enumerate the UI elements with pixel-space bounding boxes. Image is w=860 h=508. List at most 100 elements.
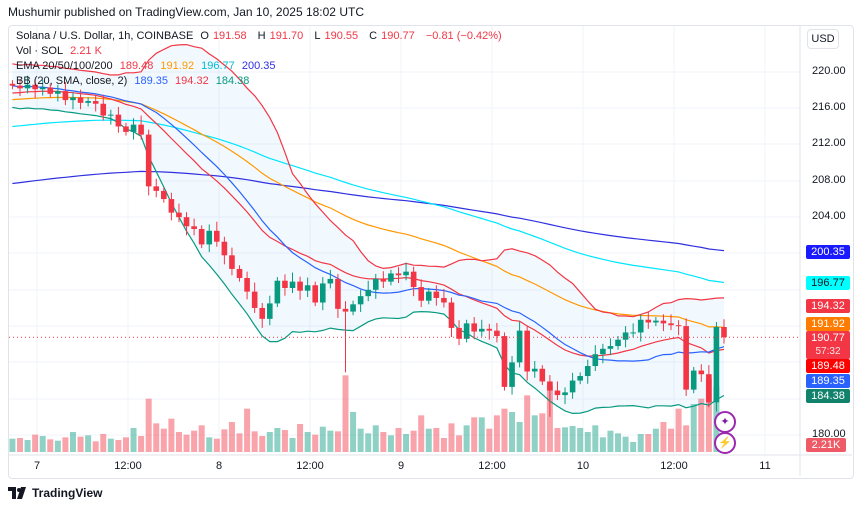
last-price-badge: 190.77 57:32 [806, 331, 850, 359]
candle-body [721, 327, 727, 338]
volume-bar [668, 428, 675, 452]
ema200-line [12, 170, 725, 252]
volume-bar [213, 438, 220, 452]
candle [123, 122, 129, 136]
candle-body [509, 362, 515, 387]
candle [312, 281, 319, 307]
candle [388, 269, 394, 286]
volume-bar [592, 425, 599, 452]
candle [350, 300, 356, 316]
volume-bar [683, 425, 690, 452]
lightning-button[interactable]: ⚡ [714, 432, 736, 454]
candle-body [274, 280, 281, 304]
ai-sparkle-button[interactable]: ✦ [714, 411, 736, 433]
candle [637, 314, 644, 342]
volume-bar [584, 432, 591, 452]
candle [584, 359, 591, 384]
candle-body [24, 84, 31, 89]
candle-body [327, 278, 334, 284]
candle-body [403, 271, 409, 276]
candle [244, 271, 250, 300]
candle [494, 322, 500, 343]
bar-countdown: 57:32 [815, 346, 841, 357]
candle [698, 364, 705, 382]
candle [433, 285, 440, 306]
candle [660, 314, 667, 332]
candle-body [668, 323, 674, 326]
ema-legend[interactable]: EMA 20/50/100/200 189.48 191.92 196.77 2… [16, 60, 280, 72]
ema200-badge: 200.35 [806, 245, 850, 259]
bb-legend[interactable]: BB (20, SMA, close, 2) 189.35 194.32 184… [16, 75, 253, 87]
candle-body [683, 326, 689, 390]
volume-bar [387, 435, 394, 452]
time-tick: 11 [759, 460, 771, 472]
volume-bar [569, 426, 576, 452]
candle [554, 381, 561, 401]
candle-body [622, 332, 629, 340]
volume-bar [32, 434, 39, 452]
candle [577, 372, 583, 385]
symbol-title[interactable]: Solana / U.S. Dollar, 1h, COINBASE [16, 30, 194, 42]
candle-body [478, 328, 485, 332]
ema100-badge: 196.77 [806, 276, 850, 290]
candle-body [62, 91, 69, 101]
volume-bar [281, 430, 288, 452]
candle-body [433, 291, 440, 298]
volume-bar [403, 434, 410, 452]
volume-bar [599, 437, 606, 452]
candle [653, 317, 659, 327]
candle [539, 365, 546, 386]
candle-body [236, 268, 243, 279]
volume-bar [221, 429, 228, 452]
currency-button[interactable]: USD [807, 29, 839, 49]
ema50-value: 191.92 [160, 60, 195, 72]
price-tick: 212.00 [812, 137, 846, 149]
volume-bar [365, 433, 372, 452]
volume-bar [62, 437, 69, 452]
volume-bar [675, 408, 682, 452]
volume-bar [440, 438, 447, 452]
candle-body [539, 368, 546, 382]
ema100-value: 196.77 [201, 60, 235, 72]
bb-upper-value: 194.32 [175, 75, 209, 87]
candle [206, 224, 213, 253]
candle-body [713, 327, 720, 403]
candle-body [244, 278, 250, 292]
candle-body [108, 114, 114, 116]
candle-body [547, 381, 553, 391]
volume-bar [153, 423, 160, 452]
price-tick: 208.00 [812, 174, 846, 186]
candle [456, 320, 462, 346]
tradingview-logo[interactable]: TradingView [8, 486, 102, 500]
candle-body [115, 114, 122, 127]
candle [138, 115, 144, 140]
tradingview-logo-icon [8, 487, 26, 499]
candle [713, 322, 720, 412]
candle [236, 265, 243, 282]
candle-body [675, 325, 682, 327]
bb-basis-badge: 189.35 [806, 374, 850, 388]
time-tick: 12:00 [478, 460, 506, 472]
candle [77, 89, 84, 110]
candle-body [388, 273, 394, 282]
candle-body [183, 217, 190, 227]
candle-body [70, 97, 76, 101]
brand-name: TradingView [32, 486, 103, 500]
candle [145, 129, 152, 196]
candle-body [501, 336, 508, 387]
volume-legend[interactable]: Vol · SOL 2.21 K [16, 45, 106, 57]
candle [183, 212, 190, 236]
candle [319, 277, 326, 311]
volume-bar [115, 440, 122, 452]
candle-body [145, 134, 152, 187]
candle-body [77, 97, 84, 103]
ema20-line [12, 90, 725, 357]
candle-body [494, 330, 500, 337]
candle-body [690, 370, 697, 390]
candle-body [471, 323, 477, 332]
volume-bar [418, 415, 425, 452]
volume-bar [448, 423, 455, 452]
symbol-legend: Solana / U.S. Dollar, 1h, COINBASE O 191.… [16, 30, 506, 42]
price-tick: 216.00 [812, 101, 846, 113]
